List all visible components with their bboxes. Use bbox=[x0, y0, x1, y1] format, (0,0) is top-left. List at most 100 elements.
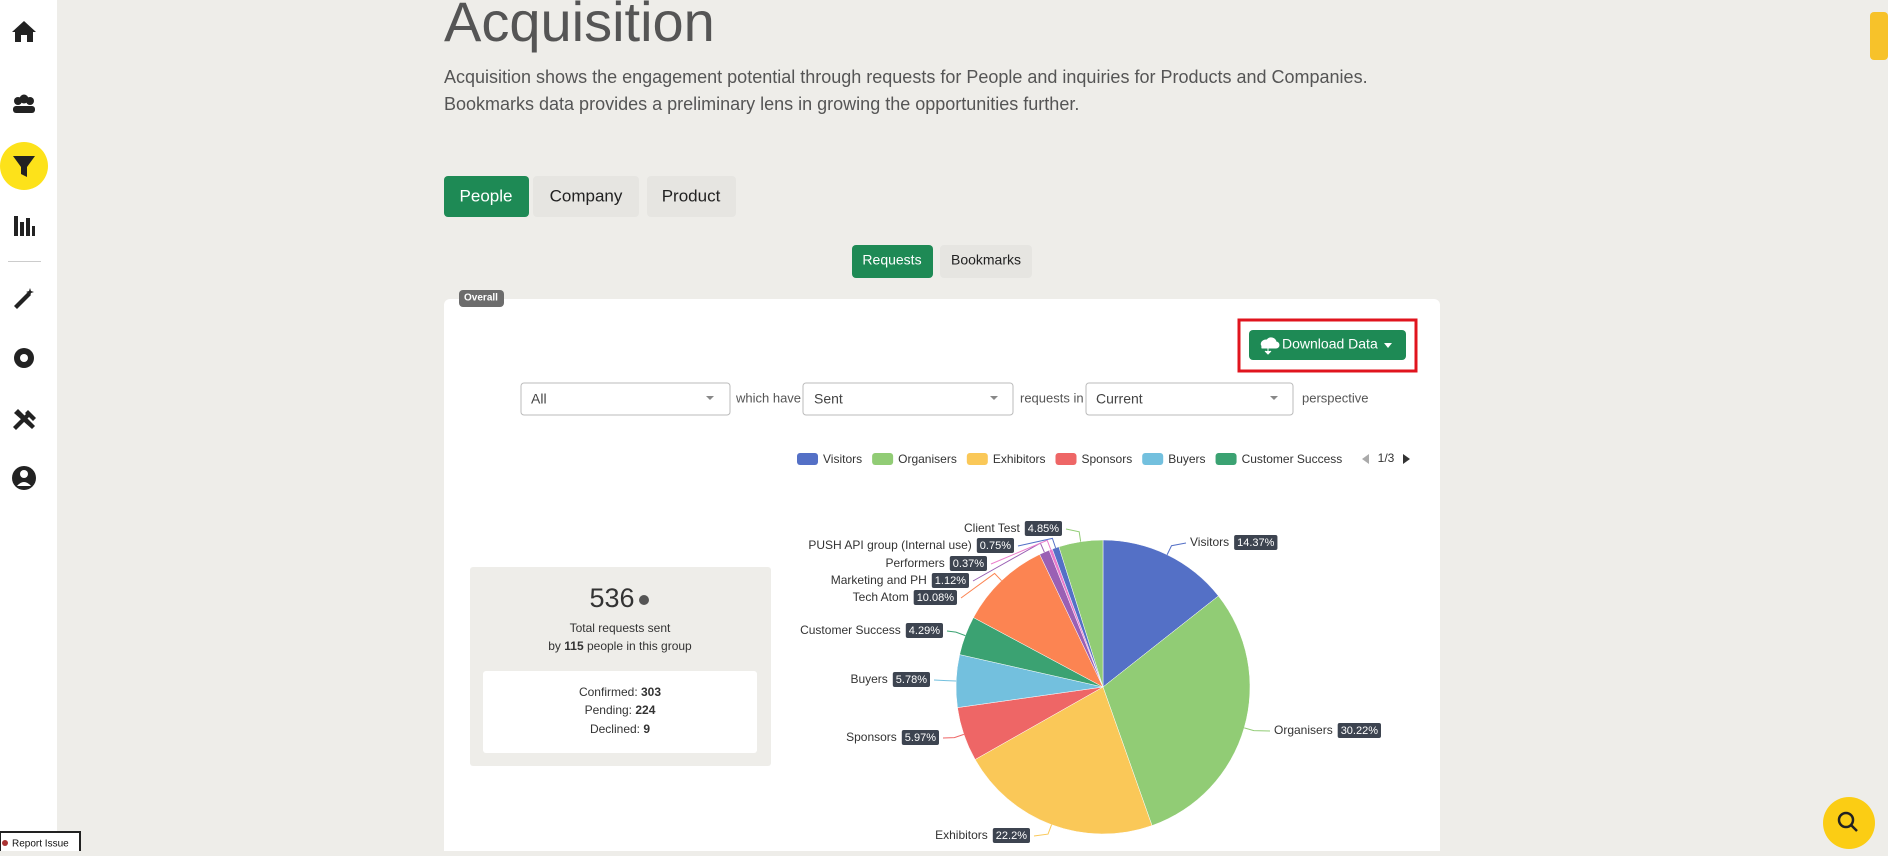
filter-text: which have bbox=[735, 390, 801, 405]
percent-badge bbox=[1234, 535, 1278, 550]
legend-item[interactable]: Sponsors bbox=[1055, 452, 1133, 466]
count: 303 bbox=[641, 685, 661, 699]
magic-icon[interactable] bbox=[14, 288, 34, 309]
percent-badge bbox=[901, 730, 939, 745]
download-button[interactable] bbox=[1249, 330, 1406, 360]
profile-icon[interactable] bbox=[12, 466, 36, 490]
slice-percent: 5.97% bbox=[905, 732, 936, 744]
text: Confirmed: bbox=[579, 685, 638, 699]
slice-percent: 30.22% bbox=[1341, 725, 1379, 737]
legend-next[interactable] bbox=[1403, 454, 1410, 464]
legend-page: 1/3 bbox=[1378, 451, 1395, 465]
legend-label: Sponsors bbox=[1082, 452, 1133, 466]
leader-line bbox=[990, 539, 1052, 565]
search-icon bbox=[1850, 824, 1858, 832]
breakdown: Pending: 224 bbox=[585, 703, 656, 717]
legend-swatch bbox=[1055, 453, 1077, 465]
slice-percent: 14.37% bbox=[1237, 537, 1275, 549]
people-icon[interactable] bbox=[13, 94, 35, 114]
tab-label[interactable]: Product bbox=[662, 186, 721, 205]
breakdown: Confirmed: 303 bbox=[579, 685, 661, 699]
highlight-box bbox=[1237, 318, 1418, 373]
description: Bookmarks data provides a preliminary le… bbox=[444, 94, 1079, 114]
leader-line bbox=[1166, 542, 1187, 555]
tab-label[interactable]: Company bbox=[550, 186, 623, 205]
subtab-active[interactable] bbox=[852, 245, 933, 278]
chart-icon[interactable] bbox=[14, 216, 35, 236]
tab[interactable] bbox=[647, 176, 736, 217]
legend-item[interactable]: Customer Success bbox=[1215, 452, 1343, 466]
tab-active[interactable] bbox=[444, 176, 529, 217]
percent-badge bbox=[931, 573, 969, 588]
badge-label: Overall bbox=[464, 293, 498, 304]
percent-badge bbox=[1024, 521, 1062, 536]
bug-icon bbox=[2, 840, 8, 846]
description: Acquisition shows the engagement potenti… bbox=[444, 67, 1368, 87]
caret bbox=[990, 396, 998, 400]
slice-percent: 1.12% bbox=[935, 575, 966, 587]
total-label: Total requests sent bbox=[570, 621, 671, 635]
settings-icon[interactable] bbox=[14, 348, 34, 368]
percent-badge bbox=[1337, 723, 1381, 738]
select-value[interactable]: Current bbox=[1096, 391, 1143, 407]
slice-label: Client Test bbox=[964, 521, 1020, 535]
info-icon[interactable] bbox=[639, 595, 649, 605]
report-label[interactable]: Report Issue bbox=[12, 839, 69, 850]
legend-item[interactable]: Organisers bbox=[872, 452, 957, 466]
page-title: Acquisition bbox=[444, 0, 715, 53]
legend-swatch bbox=[872, 453, 894, 465]
legend-label: Visitors bbox=[823, 452, 862, 466]
legend-item[interactable]: Exhibitors bbox=[966, 452, 1046, 466]
count: 224 bbox=[635, 703, 655, 717]
slice-percent: 10.08% bbox=[917, 592, 955, 604]
select[interactable] bbox=[520, 382, 731, 416]
leader-line bbox=[1017, 537, 1057, 549]
legend-item[interactable]: Buyers bbox=[1142, 452, 1206, 466]
select[interactable] bbox=[1085, 382, 1294, 416]
slice-label: Organisers bbox=[1274, 723, 1333, 737]
filter-text: perspective bbox=[1302, 390, 1368, 405]
people-line: by 115 people in this group bbox=[548, 639, 692, 653]
download-label[interactable]: Download Data bbox=[1282, 336, 1378, 352]
home-icon[interactable] bbox=[12, 21, 36, 42]
filter-text: requests in bbox=[1020, 390, 1084, 405]
pie-slice bbox=[974, 686, 1153, 835]
percent-badge bbox=[992, 828, 1030, 843]
slice-percent: 0.75% bbox=[980, 540, 1011, 552]
subtab-label[interactable]: Bookmarks bbox=[951, 252, 1021, 268]
side-tab[interactable] bbox=[1870, 12, 1888, 60]
cloud-icon bbox=[1260, 337, 1280, 355]
slice-label: Visitors bbox=[1190, 535, 1229, 549]
leader-line bbox=[942, 733, 965, 739]
tab[interactable] bbox=[533, 176, 639, 217]
select-value[interactable]: All bbox=[531, 391, 547, 407]
legend-prev[interactable] bbox=[1362, 454, 1369, 464]
percent-badge bbox=[892, 672, 930, 687]
legend-item[interactable]: Visitors bbox=[797, 452, 862, 466]
text: Pending: bbox=[585, 703, 632, 717]
select[interactable] bbox=[802, 382, 1014, 416]
breakdown: Declined: 9 bbox=[590, 722, 650, 736]
subtab-label[interactable]: Requests bbox=[862, 252, 921, 268]
select-value[interactable]: Sent bbox=[814, 391, 843, 407]
total-value: 536 bbox=[589, 583, 634, 613]
slice-label: Customer Success bbox=[800, 623, 901, 637]
leader-line bbox=[1244, 727, 1271, 732]
pie-slice bbox=[1102, 539, 1219, 688]
tab-label[interactable]: People bbox=[460, 186, 513, 205]
search-button[interactable] bbox=[1823, 797, 1875, 849]
caret bbox=[1270, 396, 1278, 400]
legend-swatch bbox=[1215, 453, 1237, 465]
slice-percent: 0.37% bbox=[953, 558, 984, 570]
slice-label: Tech Atom bbox=[853, 590, 909, 604]
tools-icon[interactable] bbox=[13, 409, 36, 430]
text: Declined: bbox=[590, 722, 640, 736]
funnel-icon[interactable] bbox=[13, 156, 35, 177]
percent-badge bbox=[905, 623, 943, 638]
slice-label: Performers bbox=[885, 556, 944, 570]
people-count: 115 bbox=[564, 639, 584, 653]
search-icon bbox=[1837, 811, 1855, 829]
count: 9 bbox=[643, 722, 650, 736]
subtab[interactable] bbox=[940, 245, 1032, 278]
